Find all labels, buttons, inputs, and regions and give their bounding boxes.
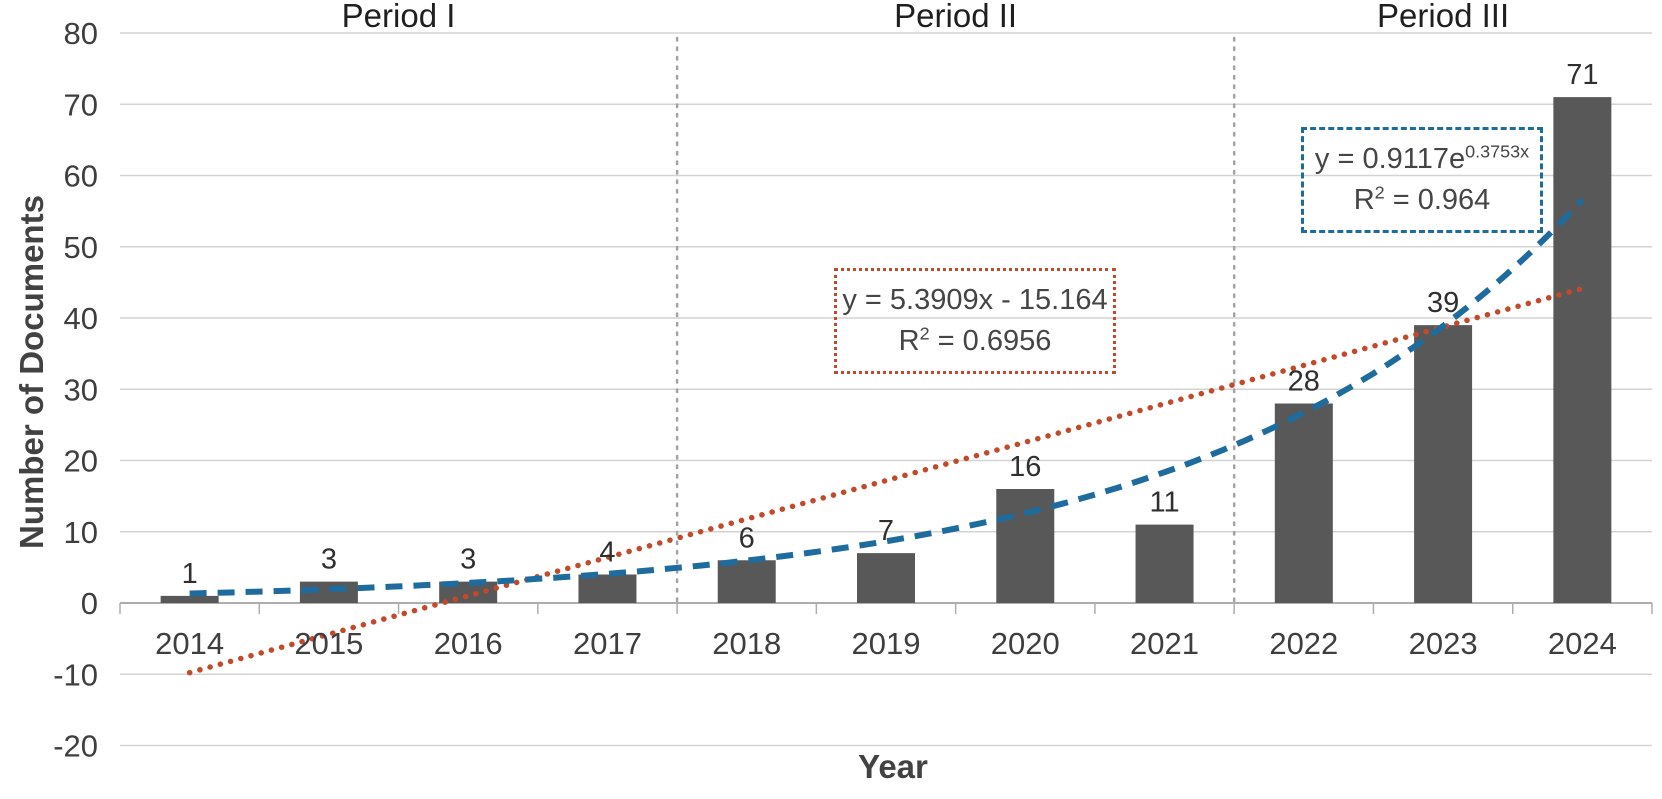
bar-value-label: 7 — [878, 515, 894, 547]
bar-value-label: 4 — [599, 537, 615, 569]
y-axis-title: Number of Documents — [13, 195, 50, 549]
exponential-equation-text: y = 0.9117e0.3753x — [1314, 140, 1530, 175]
x-tick-label: 2016 — [434, 626, 503, 661]
bar-value-label: 16 — [1009, 451, 1041, 483]
x-tick-label: 2021 — [1130, 626, 1199, 661]
bar-value-label: 3 — [321, 544, 337, 576]
period-label-1: Period I — [342, 0, 456, 34]
linear-trendline — [186, 285, 1586, 676]
x-axis-title: Year — [858, 748, 928, 785]
bar-2020 — [996, 489, 1055, 603]
bar-2017 — [578, 574, 637, 603]
bar-2019 — [857, 553, 915, 603]
x-tick-label: 2015 — [294, 626, 363, 661]
x-tick-label: 2014 — [155, 626, 224, 661]
y-tick-label: 50 — [64, 230, 98, 265]
y-tick-label: 10 — [64, 515, 98, 550]
exponential-equation-box: y = 0.9117e0.3753x R2 = 0.964 — [1301, 127, 1543, 233]
y-tick-label: 40 — [64, 301, 98, 336]
bar-2018 — [717, 560, 776, 603]
bar-value-label: 71 — [1566, 59, 1598, 91]
y-tick-label: 20 — [64, 444, 98, 479]
period-label-2: Period II — [894, 0, 1017, 34]
bar-value-label: 39 — [1427, 287, 1459, 319]
bar-2023 — [1414, 325, 1473, 603]
bar-2022 — [1274, 403, 1333, 603]
x-tick-label: 2019 — [852, 626, 921, 661]
y-tick-label: 30 — [64, 372, 98, 407]
x-tick-label: 2020 — [991, 626, 1060, 661]
y-tick-label: 80 — [64, 16, 98, 51]
x-tick-label: 2024 — [1548, 626, 1617, 661]
y-tick-label: 60 — [64, 159, 98, 194]
bar-value-label: 11 — [1149, 487, 1179, 519]
x-tick-label: 2022 — [1269, 626, 1338, 661]
linear-equation-text: y = 5.3909x - 15.164 — [842, 283, 1108, 316]
y-tick-label: 0 — [81, 586, 98, 621]
x-tick-label: 2018 — [712, 626, 781, 661]
exponential-r-squared-text: R2 = 0.964 — [1353, 181, 1491, 216]
linear-equation-box: y = 5.3909x - 15.164 R2 = 0.6956 — [834, 268, 1116, 374]
bar-2024 — [1553, 97, 1612, 603]
x-tick-label: 2017 — [573, 626, 642, 661]
linear-r-squared-text: R2 = 0.6956 — [898, 322, 1052, 357]
period-label-3: Period III — [1377, 0, 1509, 34]
bar-2021 — [1135, 524, 1194, 603]
y-tick-label: -20 — [53, 729, 98, 764]
bar-value-label: 6 — [739, 522, 755, 554]
y-tick-label: 70 — [64, 87, 98, 122]
bar-value-label: 3 — [460, 544, 476, 576]
bar-2014 — [160, 595, 219, 603]
y-tick-label: -10 — [53, 657, 98, 692]
bar-value-label: 1 — [182, 558, 198, 590]
bar-value-label: 28 — [1288, 366, 1320, 398]
x-tick-label: 2023 — [1409, 626, 1478, 661]
exponential-trendline — [189, 197, 1585, 597]
